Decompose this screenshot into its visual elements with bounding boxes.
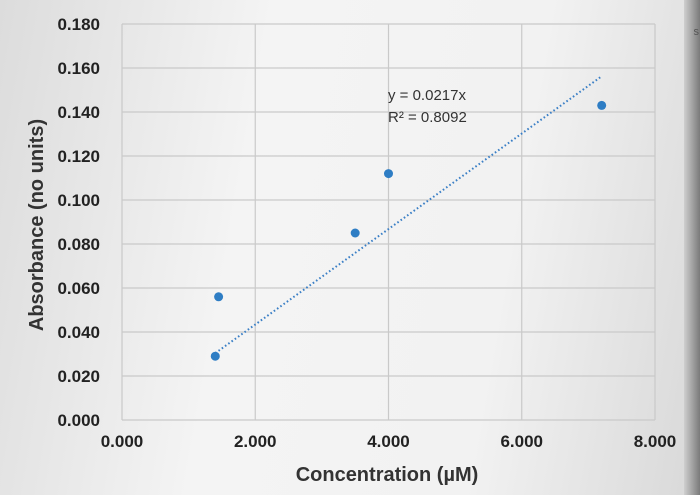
edge-text-fragment: s (693, 26, 700, 38)
x-tick-labels: 0.000 2.000 4.000 6.000 8.000 (101, 432, 677, 451)
data-point (210, 351, 220, 361)
trendline-r-squared: R² = 0.8092 (388, 109, 467, 126)
y-tick-label: 0.020 (57, 367, 100, 386)
x-tick-label: 6.000 (500, 432, 543, 451)
data-point (597, 100, 607, 110)
y-tick-label: 0.120 (57, 147, 100, 166)
y-tick-label: 0.160 (57, 59, 100, 78)
y-tick-label: 0.100 (57, 191, 100, 210)
y-tick-label: 0.000 (57, 411, 100, 430)
x-tick-label: 2.000 (234, 432, 277, 451)
data-point (214, 292, 224, 302)
y-tick-label: 0.180 (57, 15, 100, 34)
y-axis-title: Absorbance (no units) (26, 119, 48, 331)
x-tick-label: 8.000 (634, 432, 677, 451)
x-axis-title: Concentration (µM) (296, 464, 479, 486)
data-points (210, 100, 607, 361)
y-tick-label: 0.080 (57, 235, 100, 254)
y-tick-label: 0.140 (57, 103, 100, 122)
data-point (350, 228, 360, 238)
x-tick-label: 0.000 (101, 432, 144, 451)
data-point (384, 169, 393, 179)
y-tick-label: 0.040 (57, 323, 100, 342)
y-tick-labels: 0.000 0.020 0.040 0.060 0.080 0.100 0.120 0.140… (57, 15, 100, 430)
grid-lines (121, 23, 656, 421)
screen-edge (684, 0, 700, 495)
trendline (214, 75, 603, 354)
x-tick-label: 4.000 (367, 432, 410, 451)
y-tick-label: 0.060 (57, 279, 100, 298)
trendline-equation: y = 0.0217x (388, 87, 466, 104)
